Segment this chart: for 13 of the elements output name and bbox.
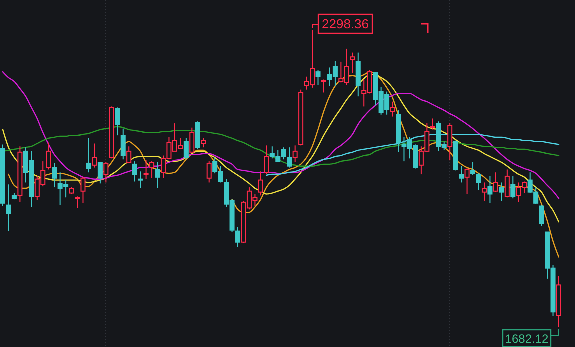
candlestick [52,162,58,188]
candlestick [396,110,402,153]
candlestick [356,52,361,98]
annotation: 2298.36 [322,16,370,32]
candlestick [482,182,487,202]
candlestick [488,176,493,204]
candlestick [499,182,504,202]
candlestick [18,146,23,203]
candlestick [155,162,160,189]
candlestick [556,276,562,328]
candlestick [6,184,12,232]
candlestick [292,145,298,164]
text: 1682.12 [505,332,550,346]
